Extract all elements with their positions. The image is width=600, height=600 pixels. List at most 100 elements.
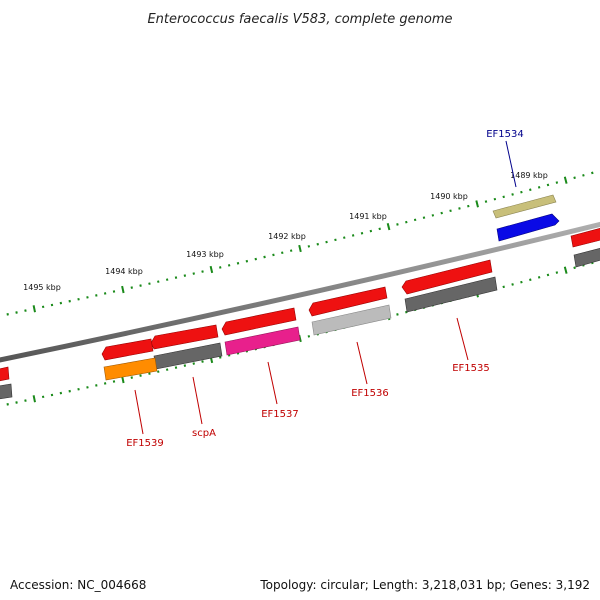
outer-scale-tick [59, 301, 63, 305]
inner-scale-tick [183, 364, 187, 367]
outer-scale-tick [219, 266, 222, 269]
scale-label-1494: 1494 kbp [105, 267, 143, 276]
label-EF1536[interactable]: EF1536 [351, 388, 389, 399]
outer-scale-tick [32, 305, 36, 313]
label-EF1534[interactable]: EF1534 [486, 129, 524, 140]
inner-scale-tick [396, 313, 399, 316]
outer-scale-tick [263, 255, 266, 259]
gene-EF1535-track[interactable] [401, 259, 498, 313]
outer-scale-tick [573, 176, 576, 180]
gene-EF1537[interactable] [221, 307, 297, 336]
outer-scale-tick [467, 204, 470, 208]
outer-scale-tick [413, 218, 417, 222]
inner-scale-tick [41, 395, 45, 399]
leader-EF1537 [267, 361, 278, 405]
gene-scpA[interactable] [150, 324, 219, 350]
gene-EF1534-track[interactable] [492, 194, 560, 242]
leader-EF1539 [134, 389, 144, 435]
inner-scale-tick [192, 362, 195, 365]
outer-scale-tick [529, 188, 532, 192]
outer-scale-tick [422, 216, 426, 219]
outer-scale-tick [555, 181, 559, 184]
outer-scale-tick [369, 229, 373, 233]
inner-scale-tick [555, 271, 559, 274]
gene-edge-reverse[interactable] [0, 366, 10, 382]
outer-scale-tick [183, 274, 187, 277]
inner-scale-tick [77, 387, 80, 391]
outer-scale-tick [201, 270, 204, 273]
outer-scale-tick [343, 236, 346, 239]
inner-scale-ticks [0, 259, 600, 407]
outer-scale-tick [254, 257, 257, 261]
outer-scale-tick [316, 242, 319, 246]
outer-scale-tick [351, 234, 355, 237]
inner-scale-tick [537, 276, 541, 279]
label-EF1537[interactable]: EF1537 [261, 409, 299, 420]
outer-scale-tick [24, 309, 27, 312]
map-title: Enterococcus faecalis V583, complete gen… [147, 12, 452, 27]
gene-EF1535-product[interactable] [404, 276, 498, 313]
inner-scale-tick [502, 285, 505, 289]
outer-scale-tick [103, 292, 107, 295]
gene-EF1534-product[interactable] [496, 213, 560, 242]
scale-label-1492: 1492 kbp [268, 232, 306, 241]
gene-EF1539[interactable] [101, 338, 154, 361]
accession-text: Accession: NC_004668 [10, 578, 147, 592]
outer-scale-tick [493, 197, 497, 201]
outer-scale-tick [307, 245, 311, 248]
gene-edge-forward[interactable] [570, 227, 600, 248]
inner-scale-tick [139, 374, 142, 377]
gene-EF1537-product[interactable] [224, 326, 301, 356]
outer-scale-tick [458, 207, 461, 210]
inner-scale-tick [148, 372, 151, 375]
outer-scale-tick [192, 272, 195, 275]
outer-scale-tick [209, 265, 214, 274]
outer-scale-tick [563, 176, 568, 184]
topology-summary: Topology: circular; Length: 3,218,031 bp… [260, 578, 590, 592]
outer-scale-tick [41, 305, 45, 309]
gene-EF1539-product[interactable] [103, 357, 158, 381]
leader-EF1536 [356, 341, 368, 385]
inner-scale-tick [219, 356, 222, 359]
gene-edge-reverse-product[interactable] [0, 383, 13, 400]
gene-EF1536[interactable] [308, 286, 388, 317]
outer-scale-tick [386, 222, 391, 231]
inner-scale-tick [15, 401, 18, 404]
outer-scale-tick [396, 223, 399, 226]
gene-edge-forward-product[interactable] [573, 247, 600, 268]
outer-scale-tick [360, 231, 364, 235]
gene-EF1539-track[interactable] [101, 338, 158, 381]
label-EF1535[interactable]: EF1535 [452, 363, 490, 374]
outer-scale-tick [139, 284, 142, 287]
label-EF1539[interactable]: EF1539 [126, 438, 164, 449]
outer-scale-tick [165, 278, 169, 281]
inner-scale-tick [511, 283, 514, 286]
inner-scale-tick [32, 395, 36, 403]
outer-scale-tick [511, 193, 514, 196]
outer-scale-tick [272, 253, 275, 257]
gene-EF1536-product[interactable] [311, 304, 392, 336]
gene-EF1536-track[interactable] [308, 286, 392, 336]
inner-scale-tick [24, 399, 27, 402]
label-scpA[interactable]: scpA [192, 428, 216, 439]
genome-backbone [0, 221, 600, 363]
inner-scale-tick [103, 382, 107, 385]
gene-EF1537-track[interactable] [221, 307, 301, 356]
outer-scale-tick [245, 259, 249, 263]
inner-scale-tick [529, 278, 532, 282]
outer-scale-tick [546, 183, 550, 187]
outer-scale-tick [484, 200, 488, 203]
outer-scale-tick [405, 220, 408, 224]
outer-scale-tick [582, 174, 585, 177]
outer-scale-tick [236, 261, 240, 265]
inner-scale-tick [86, 386, 89, 389]
gene-EF1534[interactable] [492, 194, 557, 219]
gene-EF1535[interactable] [401, 259, 493, 295]
outer-scale-tick [325, 240, 328, 244]
scale-label-1490: 1490 kbp [430, 192, 468, 201]
inner-scale-tick [130, 376, 133, 379]
inner-scale-tick [405, 310, 408, 314]
outer-scale-tick [15, 311, 18, 314]
outer-scale-tick [520, 190, 523, 194]
outer-scale-tick [148, 282, 151, 285]
